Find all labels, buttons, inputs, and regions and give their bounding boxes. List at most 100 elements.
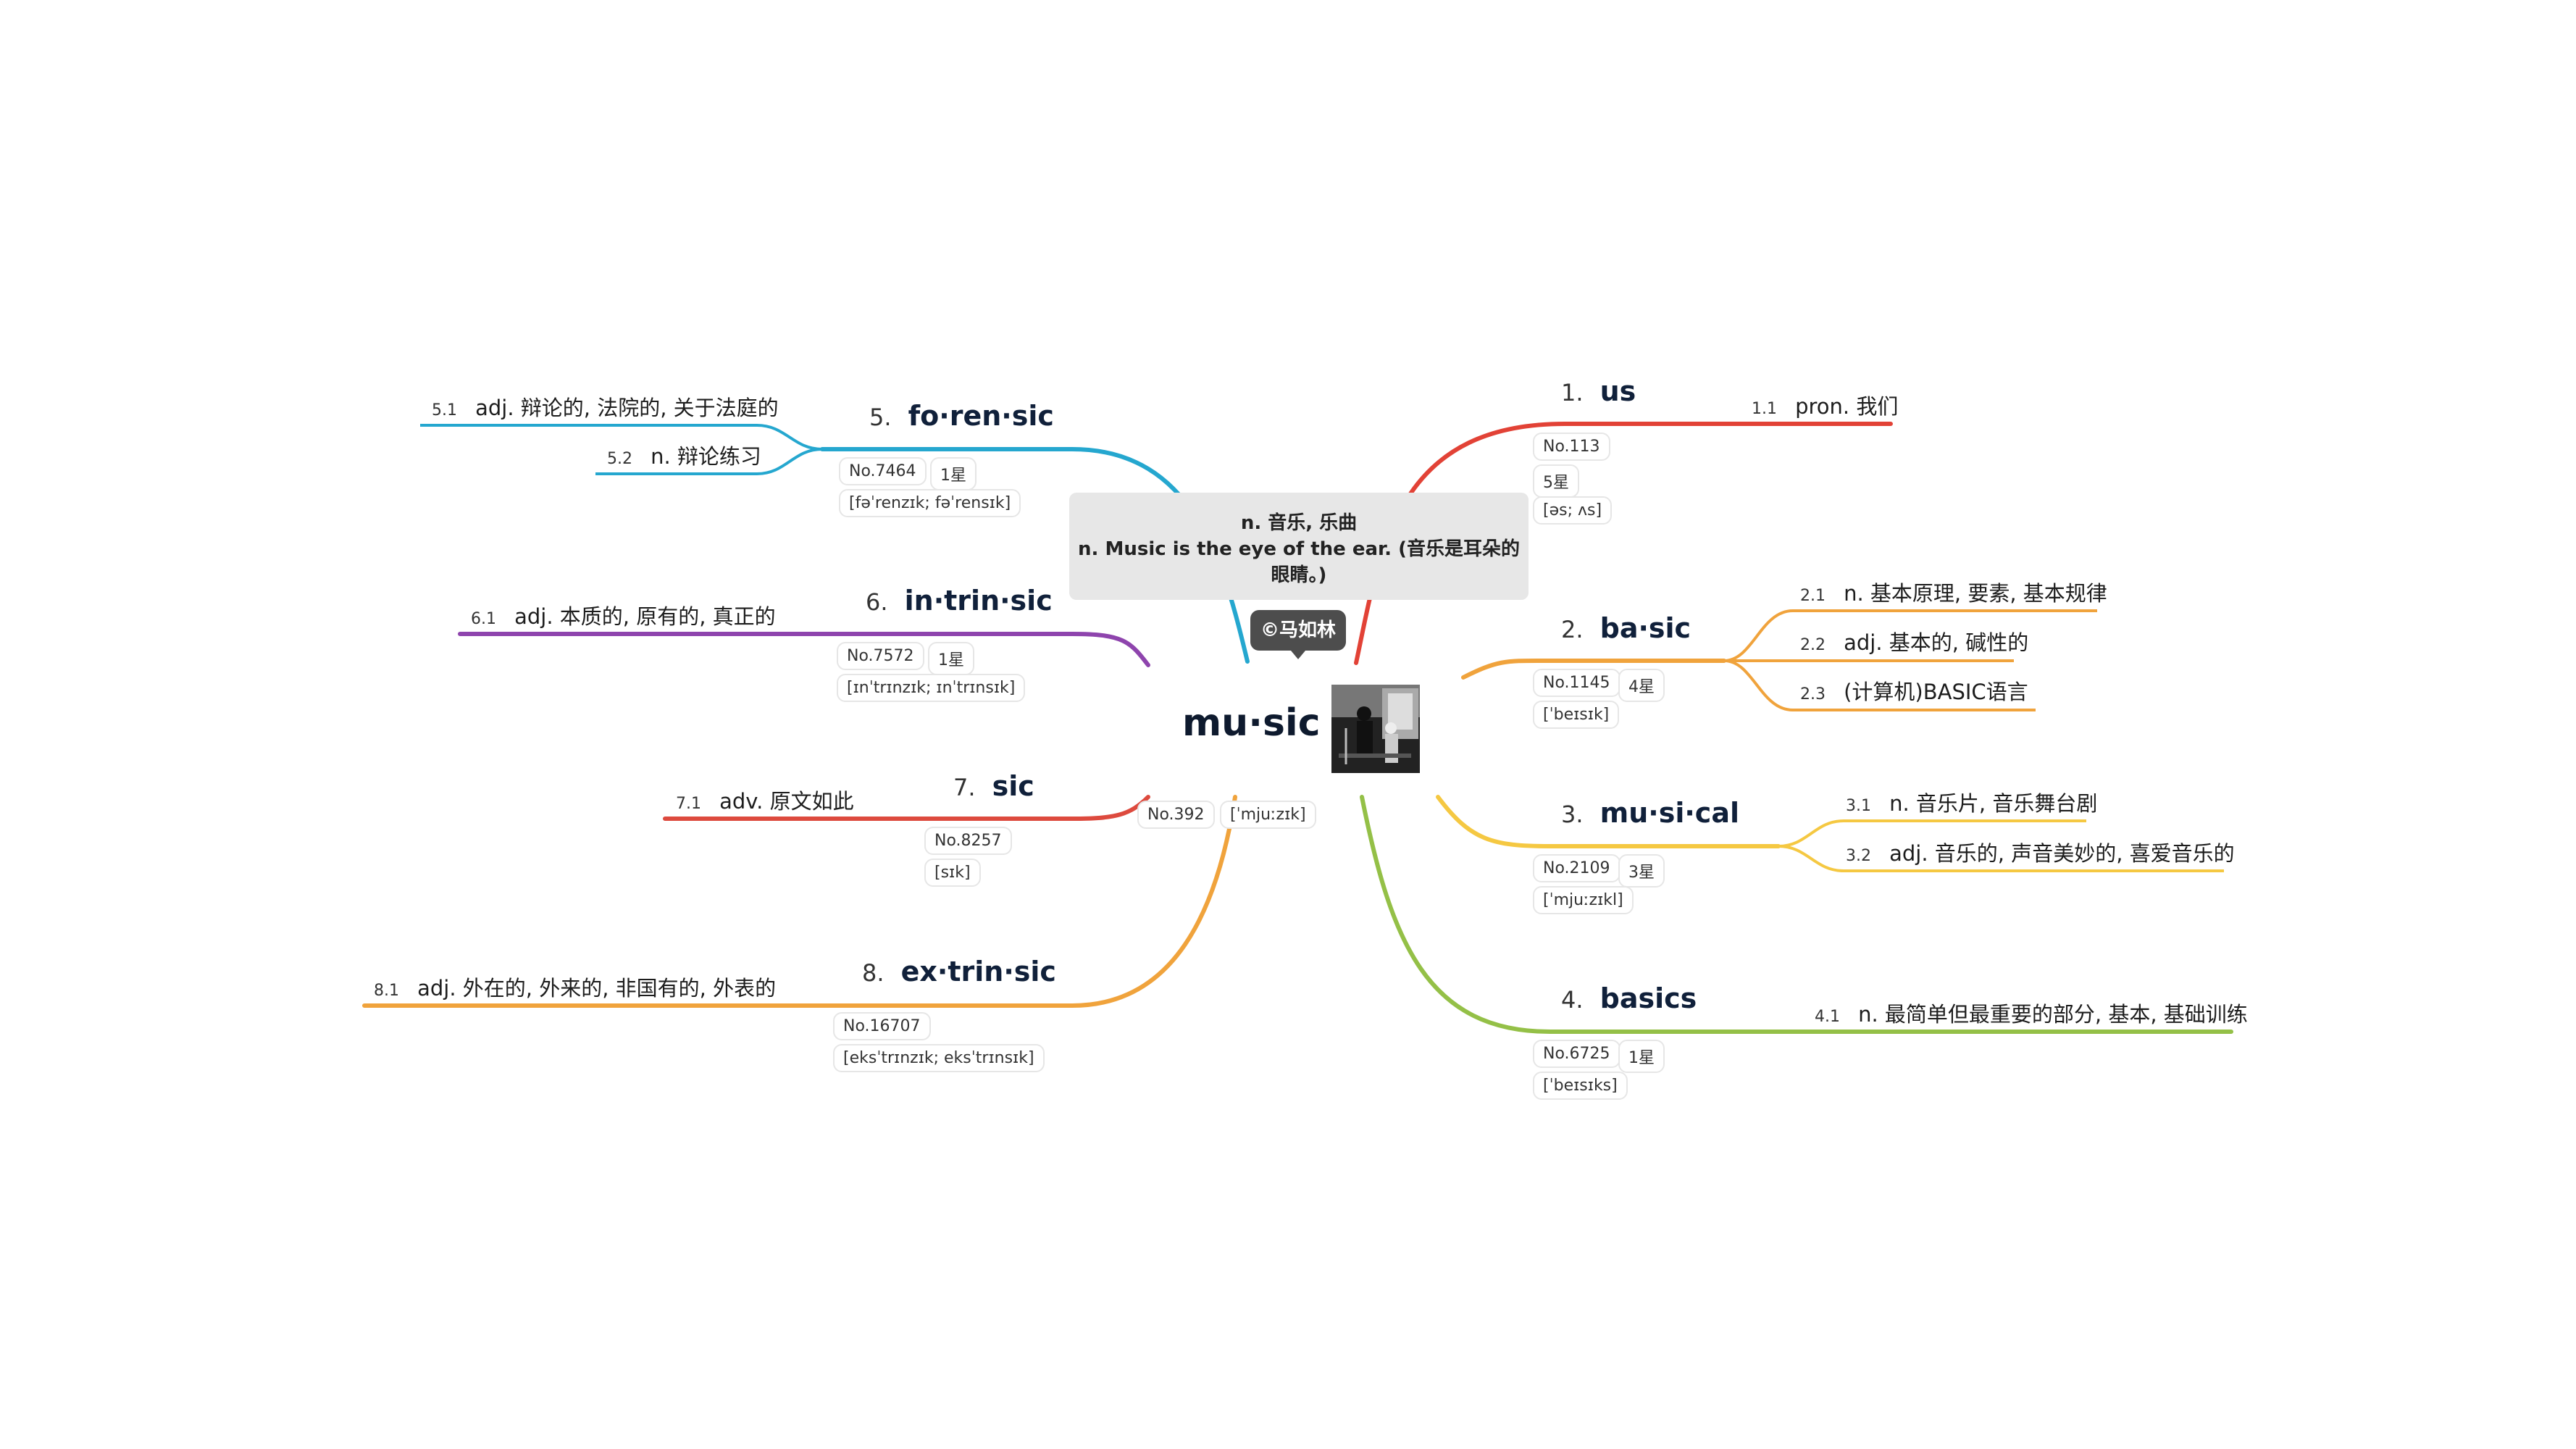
detail-line-forensic-5.2 xyxy=(595,448,823,475)
phonetic-badge: [ˈmjuːzɪkl] xyxy=(1533,886,1634,914)
detail-text: n. 基本原理, 要素, 基本规律 xyxy=(1844,581,2107,606)
detail-number: 5.2 xyxy=(607,450,632,468)
star-badge: 1星 xyxy=(930,457,977,490)
detail-line-musical-3.2 xyxy=(1778,845,2224,872)
topic-number: 8. xyxy=(862,959,885,987)
detail-number: 2.1 xyxy=(1800,587,1826,605)
detail-number: 4.1 xyxy=(1815,1008,1840,1026)
detail-text: (计算机)BASIC语言 xyxy=(1844,680,2028,704)
branch-line-extrinsic xyxy=(362,795,1237,1008)
detail-text: adj. 外在的, 外来的, 非国有的, 外表的 xyxy=(417,976,777,1001)
topic-word: fo·ren·sic xyxy=(908,400,1054,432)
copyright-label: ©马如林 xyxy=(1250,610,1346,659)
detail-forensic-1[interactable]: 5.1 adj. 辩论的, 法院的, 关于法庭的 xyxy=(432,391,779,422)
detail-text: n. 音乐片, 音乐舞台剧 xyxy=(1889,791,2098,816)
detail-musical-1[interactable]: 3.1 n. 音乐片, 音乐舞台剧 xyxy=(1846,787,2097,817)
detail-number: 7.1 xyxy=(676,795,701,813)
detail-us-1[interactable]: 1.1 pron. 我们 xyxy=(1752,390,1898,420)
phonetic-badge: [sɪk] xyxy=(924,859,981,887)
phonetic-badge: [ˈbeɪsɪks] xyxy=(1533,1072,1628,1100)
detail-number: 3.2 xyxy=(1846,847,1871,865)
star-badge: 1星 xyxy=(1618,1040,1665,1073)
detail-number: 6.1 xyxy=(471,610,496,628)
rank-badge: No.113 xyxy=(1533,433,1610,461)
detail-line-basic-2.1 xyxy=(1723,609,2097,662)
detail-text: adj. 本质的, 原有的, 真正的 xyxy=(514,604,776,629)
topic-word: sic xyxy=(992,770,1034,802)
topic-basic[interactable]: 2. ba·sic xyxy=(1561,612,1691,644)
detail-text: adv. 原文如此 xyxy=(719,789,854,814)
detail-intrinsic-1[interactable]: 6.1 adj. 本质的, 原有的, 真正的 xyxy=(471,600,776,630)
detail-number: 2.2 xyxy=(1800,636,1826,654)
central-no-badge: No.392 xyxy=(1137,801,1215,829)
concert-photo-icon xyxy=(1331,685,1420,773)
definition-line-2: n. Music is the eye of the ear. (音乐是耳朵的 xyxy=(1078,538,1520,560)
definition-tooltip: n. 音乐, 乐曲 n. Music is the eye of the ear… xyxy=(1069,493,1529,600)
definition-line-3: 眼睛。) xyxy=(1271,564,1327,586)
star-badge: 1星 xyxy=(928,642,974,675)
detail-extrinsic-1[interactable]: 8.1 adj. 外在的, 外来的, 非国有的, 外表的 xyxy=(374,972,776,1002)
topic-number: 3. xyxy=(1561,801,1584,828)
definition-line-1: n. 音乐, 乐曲 xyxy=(1240,512,1358,534)
topic-number: 1. xyxy=(1561,379,1584,406)
topic-extrinsic[interactable]: 8. ex·trin·sic xyxy=(862,956,1056,987)
detail-line-musical-3.1 xyxy=(1778,819,2086,848)
detail-number: 2.3 xyxy=(1800,685,1826,703)
topic-number: 2. xyxy=(1561,616,1584,643)
detail-number: 5.1 xyxy=(432,401,457,419)
rank-badge: No.7464 xyxy=(839,457,927,485)
topic-number: 7. xyxy=(953,774,976,801)
detail-forensic-2[interactable]: 5.2 n. 辩论练习 xyxy=(607,440,761,470)
branch-line-basic xyxy=(1461,658,1726,680)
detail-text: n. 最简单但最重要的部分, 基本, 基础训练 xyxy=(1858,1002,2248,1027)
detail-basic-2[interactable]: 2.2 adj. 基本的, 碱性的 xyxy=(1800,626,2028,656)
topic-word: ex·trin·sic xyxy=(900,956,1056,987)
phonetic-badge: [ˈbeɪsɪk] xyxy=(1533,701,1620,729)
topic-number: 5. xyxy=(869,404,892,431)
central-topic-word[interactable]: mu·sic xyxy=(1182,701,1321,745)
topic-forensic[interactable]: 5. fo·ren·sic xyxy=(869,400,1054,432)
topic-intrinsic[interactable]: 6. in·trin·sic xyxy=(866,585,1053,617)
rank-badge: No.16707 xyxy=(833,1012,931,1040)
detail-basics-1[interactable]: 4.1 n. 最简单但最重要的部分, 基本, 基础训练 xyxy=(1815,998,2248,1028)
detail-musical-2[interactable]: 3.2 adj. 音乐的, 声音美妙的, 喜爱音乐的 xyxy=(1846,837,2235,867)
rank-badge: No.2109 xyxy=(1533,854,1621,882)
detail-number: 1.1 xyxy=(1752,400,1777,418)
topic-word: in·trin·sic xyxy=(904,585,1053,617)
rank-badge: No.6725 xyxy=(1533,1040,1621,1068)
topic-number: 6. xyxy=(866,588,888,616)
detail-basic-1[interactable]: 2.1 n. 基本原理, 要素, 基本规律 xyxy=(1800,577,2107,607)
star-badge: 5星 xyxy=(1533,464,1579,498)
detail-sic-1[interactable]: 7.1 adv. 原文如此 xyxy=(676,785,854,815)
topic-us[interactable]: 1. us xyxy=(1561,375,1636,407)
detail-text: adj. 音乐的, 声音美妙的, 喜爱音乐的 xyxy=(1889,841,2235,866)
phonetic-badge: [fəˈrenzɪk; fəˈrensɪk] xyxy=(839,489,1021,517)
phonetic-badge: [eksˈtrɪnzɪk; eksˈtrɪnsɪk] xyxy=(833,1044,1045,1072)
star-badge: 4星 xyxy=(1618,669,1665,702)
detail-text: n. 辩论练习 xyxy=(651,444,761,469)
topic-number: 4. xyxy=(1561,986,1584,1014)
detail-line-forensic-5.1 xyxy=(420,424,823,451)
detail-basic-3[interactable]: 2.3 (计算机)BASIC语言 xyxy=(1800,675,2028,706)
detail-line-basic-2.3 xyxy=(1723,659,2036,711)
phonetic-badge: [ɪnˈtrɪnzɪk; ɪnˈtrɪnsɪk] xyxy=(837,674,1026,702)
topic-basics[interactable]: 4. basics xyxy=(1561,982,1697,1014)
topic-musical[interactable]: 3. mu·si·cal xyxy=(1561,797,1739,829)
star-badge: 3星 xyxy=(1618,854,1665,888)
topic-word: us xyxy=(1599,375,1636,407)
topic-sic[interactable]: 7. sic xyxy=(953,770,1034,802)
branch-line-intrinsic xyxy=(458,632,1150,667)
detail-number: 8.1 xyxy=(374,982,399,1000)
rank-badge: No.1145 xyxy=(1533,669,1621,697)
detail-text: pron. 我们 xyxy=(1795,394,1899,419)
rank-badge: No.8257 xyxy=(924,827,1012,855)
phonetic-badge: [əs; ʌs] xyxy=(1533,496,1613,525)
detail-text: adj. 基本的, 碱性的 xyxy=(1844,630,2029,655)
branch-line-musical xyxy=(1436,795,1781,848)
detail-number: 3.1 xyxy=(1846,797,1871,815)
branch-line-basics xyxy=(1360,795,2233,1034)
detail-text: adj. 辩论的, 法院的, 关于法庭的 xyxy=(475,396,779,420)
topic-word: basics xyxy=(1599,982,1697,1014)
topic-word: mu·si·cal xyxy=(1599,797,1739,829)
